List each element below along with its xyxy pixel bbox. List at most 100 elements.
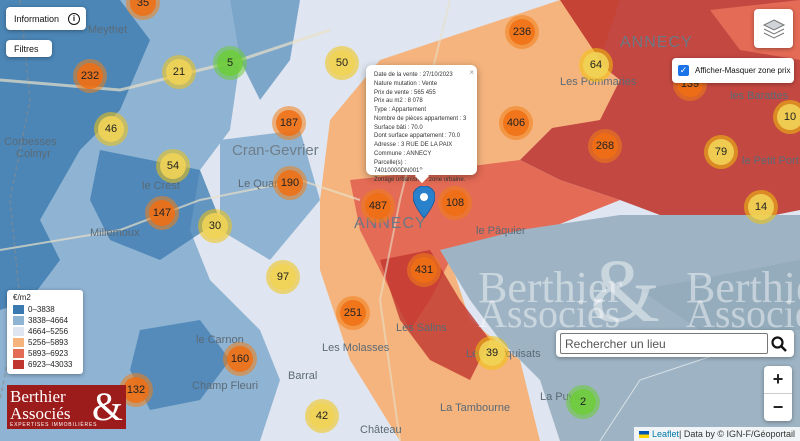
cluster-count: 10	[777, 104, 800, 130]
cluster-marker[interactable]: 268	[588, 129, 622, 163]
cluster-marker[interactable]: 5	[213, 46, 247, 80]
cluster-count: 79	[708, 139, 734, 165]
popup-line: Dont surface appartement : 70.0	[374, 133, 461, 140]
cluster-count: 132	[123, 377, 149, 403]
sale-popup: × Date de la vente : 27/10/2023 Nature mu…	[366, 65, 477, 184]
label-le-crest: le Crest	[142, 180, 180, 192]
cluster-marker[interactable]: 54	[156, 149, 190, 183]
cluster-count: 39	[479, 340, 505, 366]
cluster-count: 251	[340, 300, 366, 326]
leaflet-link[interactable]: Leaflet	[651, 429, 679, 439]
popup-line: Type : Appartement	[374, 107, 427, 113]
legend-item: 4664–5256	[13, 326, 77, 337]
cluster-count: 2	[570, 389, 596, 415]
information-button[interactable]: Information i	[6, 7, 86, 30]
toggle-price-zone[interactable]: ✓ Afficher-Masquer zone prix	[672, 58, 794, 83]
cluster-marker[interactable]: 187	[272, 106, 306, 140]
label-colmyr: Colmyr	[16, 148, 51, 160]
popup-line: Commune : ANNECY	[374, 150, 432, 157]
legend-swatch	[13, 316, 24, 325]
toggle-price-zone-label: Afficher-Masquer zone prix	[695, 66, 791, 75]
label-le-petit-port: le Petit Port	[742, 155, 799, 167]
legend-item: 5256–5893	[13, 337, 77, 348]
cluster-marker[interactable]: 190	[273, 166, 307, 200]
cluster-marker[interactable]: 42	[305, 399, 339, 433]
search-button[interactable]	[768, 335, 790, 352]
legend-label: 3838–4664	[28, 316, 69, 325]
label-les-molasses: Les Molasses	[322, 342, 390, 354]
zoom-in-button[interactable]: +	[764, 366, 792, 394]
cluster-marker[interactable]: 50	[325, 46, 359, 80]
cluster-marker[interactable]: 160	[223, 342, 257, 376]
label-les-salins: Les Salins	[396, 322, 447, 334]
popup-line: Parcelle(s) :	[374, 159, 407, 166]
cluster-marker[interactable]: 431	[407, 253, 441, 287]
zoom-control: + −	[764, 366, 792, 421]
popup-line: Surface bâti : 70.0	[374, 124, 423, 131]
cluster-marker[interactable]: 21	[162, 55, 196, 89]
layers-button[interactable]	[754, 9, 793, 48]
cluster-marker[interactable]: 30	[198, 209, 232, 243]
legend-swatch	[13, 327, 24, 336]
cluster-marker[interactable]: 147	[145, 196, 179, 230]
cluster-count: 54	[160, 153, 186, 179]
popup-line: Adresse : 3 RUE DE LA PAIX	[374, 142, 453, 148]
label-chateau: Château	[360, 424, 402, 436]
popup-close-icon[interactable]: ×	[469, 68, 474, 77]
filters-button[interactable]: Filtres	[6, 40, 52, 57]
cluster-count: 190	[277, 170, 303, 196]
legend-label: 0–3838	[28, 305, 55, 314]
search-icon	[771, 335, 787, 352]
logo-amp: &	[91, 384, 123, 429]
berthier-associes-logo: Berthier Associés & EXPERTISES IMMOBILIÈ…	[7, 384, 126, 429]
cluster-count: 14	[748, 194, 774, 220]
map-attribution: Leaflet | Data by © IGN-F/Géoportail	[633, 427, 800, 441]
cluster-count: 50	[329, 50, 355, 76]
cluster-marker[interactable]: 251	[336, 296, 370, 330]
cluster-count: 5	[217, 50, 243, 76]
popup-line: 74010000DN0013	[374, 168, 423, 175]
cluster-count: 147	[149, 200, 175, 226]
zoom-out-button[interactable]: −	[772, 397, 784, 417]
cluster-marker[interactable]: 108	[438, 186, 472, 220]
cluster-marker[interactable]: 132	[119, 373, 153, 407]
label-les-pommaries: Les Pommaries	[560, 76, 637, 88]
popup-line: Nombre de pièces appartement : 3	[374, 115, 467, 122]
legend-item: 3838–4664	[13, 315, 77, 326]
legend-swatch	[13, 338, 24, 347]
cluster-count: 35	[130, 0, 156, 16]
legend-item: 0–3838	[13, 304, 77, 315]
cluster-marker[interactable]: 35	[126, 0, 160, 20]
cluster-marker[interactable]: 10	[773, 100, 800, 134]
cluster-marker[interactable]: 487	[361, 189, 395, 223]
cluster-marker[interactable]: 236	[505, 15, 539, 49]
layers-icon	[762, 18, 785, 39]
legend-item: 5893–6923	[13, 348, 77, 359]
cluster-marker[interactable]: 2	[566, 385, 600, 419]
search-input[interactable]: Rechercher un lieu	[560, 333, 768, 354]
cluster-count: 406	[503, 110, 529, 136]
cluster-marker[interactable]: 79	[704, 135, 738, 169]
cluster-marker[interactable]: 232	[73, 59, 107, 93]
legend-title: €/m2	[13, 293, 31, 302]
cluster-marker[interactable]: 406	[499, 106, 533, 140]
logo-line1: Berthier	[10, 387, 66, 406]
legend-label: 6923–43033	[28, 360, 73, 369]
cluster-count: 232	[77, 63, 103, 89]
cluster-marker[interactable]: 39	[475, 336, 509, 370]
label-cran-gevrier: Cran-Gevrier	[232, 142, 319, 159]
location-pin-icon[interactable]	[413, 186, 435, 218]
cluster-marker[interactable]: 64	[579, 48, 613, 82]
info-icon: i	[68, 12, 80, 25]
cluster-marker[interactable]: 14	[744, 190, 778, 224]
popup-line: Prix de vente : 565 455	[374, 89, 436, 96]
checkbox-checked-icon[interactable]: ✓	[678, 65, 689, 76]
label-la-tambourne: La Tambourne	[440, 402, 511, 414]
cluster-marker[interactable]: 97	[266, 260, 300, 294]
cluster-count: 46	[98, 116, 124, 142]
cluster-count: 21	[166, 59, 192, 85]
watermark-berthier: Berthier	[478, 263, 623, 312]
information-label: Information	[14, 13, 60, 24]
cluster-marker[interactable]: 46	[94, 112, 128, 146]
